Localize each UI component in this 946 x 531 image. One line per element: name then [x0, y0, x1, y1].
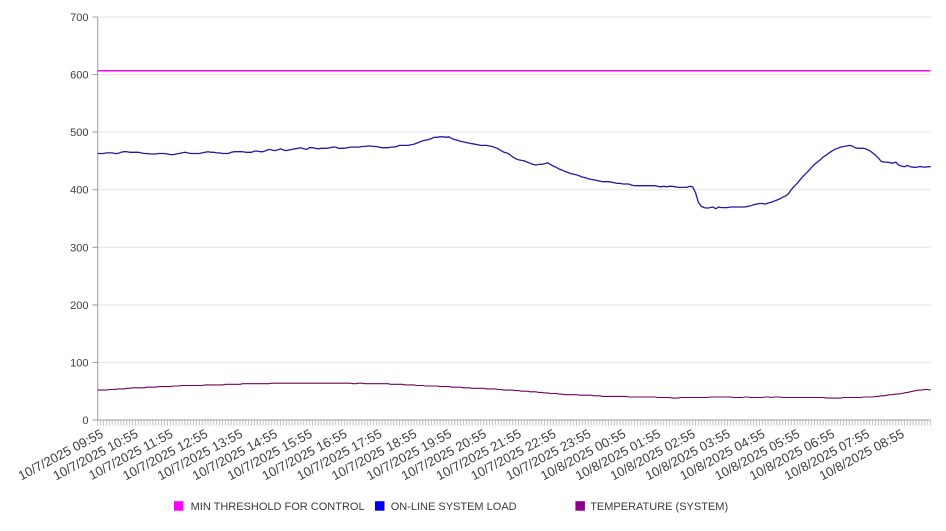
svg-text:0: 0 — [82, 415, 88, 427]
svg-text:ON-LINE SYSTEM LOAD: ON-LINE SYSTEM LOAD — [391, 501, 517, 513]
svg-text:400: 400 — [70, 185, 88, 197]
svg-text:100: 100 — [70, 357, 88, 369]
svg-text:500: 500 — [70, 127, 88, 139]
svg-text:700: 700 — [70, 12, 88, 24]
svg-text:300: 300 — [70, 242, 88, 254]
svg-text:MIN THRESHOLD FOR CONTROL: MIN THRESHOLD FOR CONTROL — [191, 501, 365, 513]
svg-text:TEMPERATURE (SYSTEM): TEMPERATURE (SYSTEM) — [590, 501, 728, 513]
svg-text:200: 200 — [70, 300, 88, 312]
svg-text:600: 600 — [70, 70, 88, 82]
